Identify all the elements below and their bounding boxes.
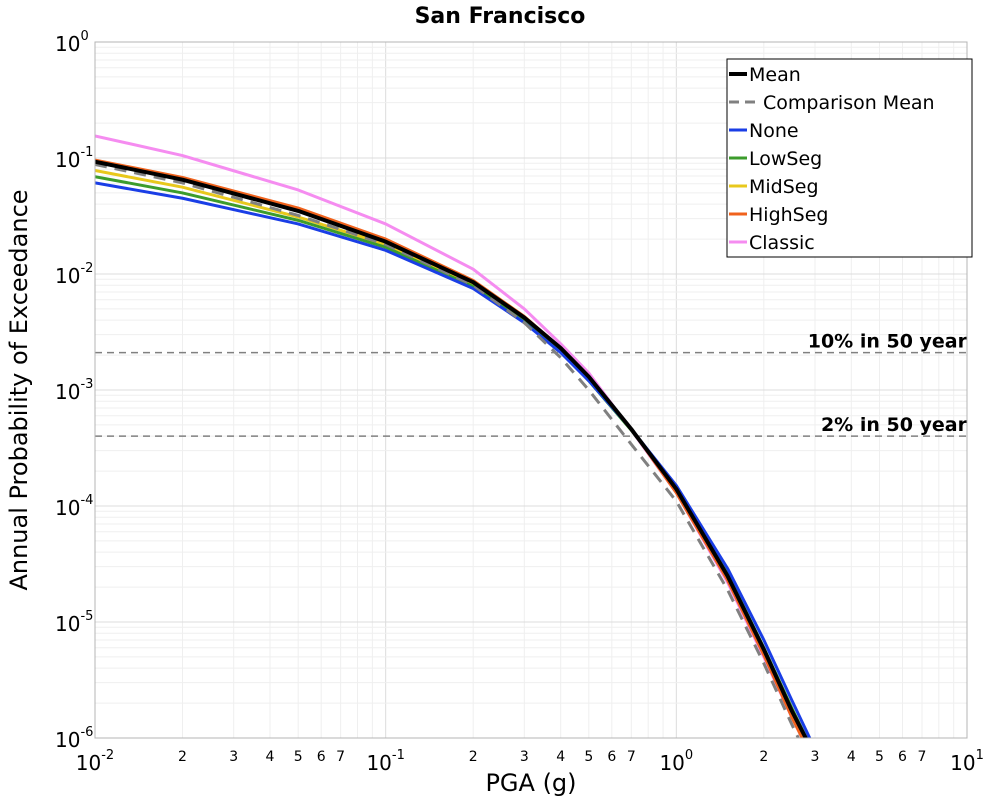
reference-line-label: 10% in 50 year [808,331,968,353]
legend-label: LowSeg [749,148,822,170]
legend-label: Comparison Mean [763,92,935,114]
legend-label: MidSeg [749,176,819,198]
plot-border [94,41,968,739]
x-minor-tick-label: 5 [875,749,884,765]
reference-line-label: 2% in 50 year [821,414,968,436]
x-minor-tick-label: 5 [584,749,593,765]
x-minor-tick-label: 2 [469,749,478,765]
y-tick-label: 10-1 [55,145,93,172]
x-minor-tick-label: 7 [918,749,927,765]
x-minor-tick-label: 2 [759,749,768,765]
legend-label: Mean [749,64,801,86]
series-line-mean [95,159,809,738]
series-line-none [95,181,812,738]
y-tick-label: 10-2 [55,261,93,288]
y-axis-ticks: 100 10-1 10-2 10-3 10-4 10-5 10-6 [55,29,93,752]
x-minor-tick-label: 3 [811,749,820,765]
x-minor-tick-label: 6 [607,749,616,765]
grid-lines [94,42,967,739]
legend-label: HighSeg [749,204,828,226]
x-minor-tick-label: 4 [556,749,565,765]
x-minor-tick-label: 6 [317,749,326,765]
x-tick-label: 10-2 [76,748,114,775]
legend: Mean Comparison Mean None LowSeg MidSeg HighS… [726,58,973,258]
y-tick-label: 10-5 [55,609,93,636]
y-tick-label: 10-4 [55,493,93,520]
y-tick-label: 100 [55,29,89,56]
y-axis-label: Annual Probability of Exceedance [5,189,33,590]
x-tick-label: 10-1 [366,748,404,775]
plot-frame [94,41,968,739]
x-minor-tick-label: 4 [847,749,856,765]
y-tick-label: 10-3 [55,377,93,404]
legend-box [726,58,973,258]
x-minor-tick-label: 7 [336,749,345,765]
x-minor-tick-label: 3 [520,749,529,765]
legend-label: Classic [749,232,815,254]
x-axis-label: PGA (g) [485,769,576,797]
x-minor-tick-label: 4 [266,749,275,765]
x-minor-tick-label: 2 [178,749,187,765]
y-tick-label: 10-6 [55,725,93,752]
chart-title: San Francisco [415,4,586,29]
x-minor-tick-label: 5 [294,749,303,765]
x-tick-label: 101 [950,748,984,775]
series-line-comparison-mean [95,162,800,738]
x-tick-label: 100 [659,748,693,775]
x-minor-tick-label: 7 [627,749,636,765]
series-lines [95,134,812,738]
reference-lines: 10% in 50 year 2% in 50 year [95,331,968,437]
x-minor-tick-label: 6 [898,749,907,765]
x-minor-tick-label: 3 [229,749,238,765]
legend-label: None [749,120,799,142]
